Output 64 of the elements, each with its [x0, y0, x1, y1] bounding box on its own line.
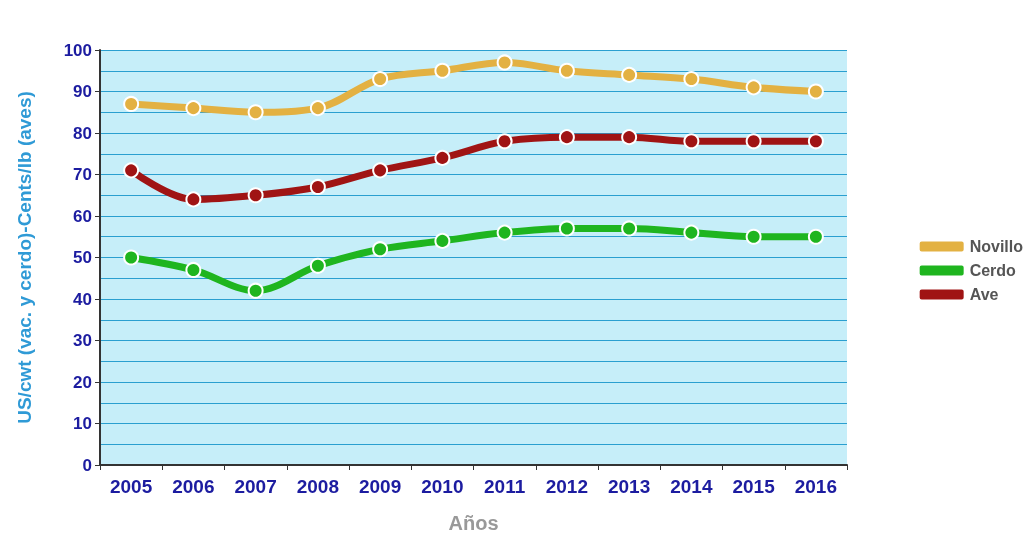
- point: [185, 191, 202, 208]
- y-tick-label: 90: [73, 82, 92, 101]
- point: [807, 133, 824, 150]
- x-axis-title: Años: [448, 512, 499, 534]
- x-tick-label: 2014: [670, 476, 713, 497]
- y-tick-label: 80: [73, 123, 92, 143]
- y-tick-label: 70: [73, 165, 92, 184]
- point: [123, 162, 140, 179]
- point: [807, 83, 824, 100]
- point: [247, 282, 264, 299]
- y-tick-label: 100: [63, 40, 92, 60]
- x-tick-label: 2010: [421, 476, 464, 497]
- point: [309, 257, 326, 274]
- x-tick-label: 2006: [172, 476, 215, 497]
- y-tick-label: 60: [73, 206, 92, 226]
- y-tick-label: 20: [73, 372, 92, 392]
- point: [745, 133, 762, 150]
- x-tick-label: 2008: [296, 476, 340, 497]
- point: [621, 220, 638, 237]
- point: [372, 71, 389, 88]
- y-tick-label: 10: [73, 414, 92, 433]
- point: [745, 79, 762, 96]
- x-tick-label: 2013: [607, 476, 651, 497]
- x-tick-label: 2015: [732, 476, 776, 497]
- x-tick-label: 2007: [234, 476, 277, 497]
- point: [123, 95, 140, 112]
- point: [496, 224, 513, 241]
- point: [745, 228, 762, 245]
- point: [123, 249, 140, 266]
- point: [434, 149, 451, 166]
- point: [309, 100, 326, 117]
- x-tick-label: 2012: [545, 476, 589, 497]
- x-tick-label: 2011: [484, 476, 526, 497]
- x-tick-label: 2016: [794, 476, 838, 497]
- legend-label: Cerdo: [969, 262, 1017, 279]
- point: [496, 54, 513, 71]
- point: [434, 62, 451, 79]
- point: [309, 178, 326, 195]
- y-tick-label: 50: [73, 248, 92, 267]
- point: [496, 133, 513, 150]
- y-tick-label: 40: [73, 289, 92, 309]
- point: [558, 129, 575, 146]
- point: [247, 104, 264, 121]
- point: [372, 241, 389, 258]
- point: [683, 224, 700, 241]
- point: [621, 66, 638, 83]
- point: [558, 62, 575, 79]
- point: [683, 71, 700, 88]
- x-tick-label: 2009: [358, 476, 402, 497]
- point: [372, 162, 389, 179]
- y-axis-title: US/cwt (vac. y cerdo)-Cents/lb (aves): [14, 91, 35, 424]
- y-tick-label: 30: [73, 331, 92, 350]
- x-tick-label: 2005: [109, 476, 153, 497]
- y-tick-label: 0: [82, 455, 92, 475]
- legend-label: Ave: [969, 286, 999, 303]
- point: [434, 232, 451, 249]
- point: [807, 228, 824, 245]
- point: [621, 129, 638, 146]
- point: [683, 133, 700, 150]
- legend-label: Novillo: [969, 238, 1024, 255]
- point: [558, 220, 575, 237]
- point: [185, 261, 202, 278]
- point: [185, 100, 202, 117]
- point: [247, 187, 264, 204]
